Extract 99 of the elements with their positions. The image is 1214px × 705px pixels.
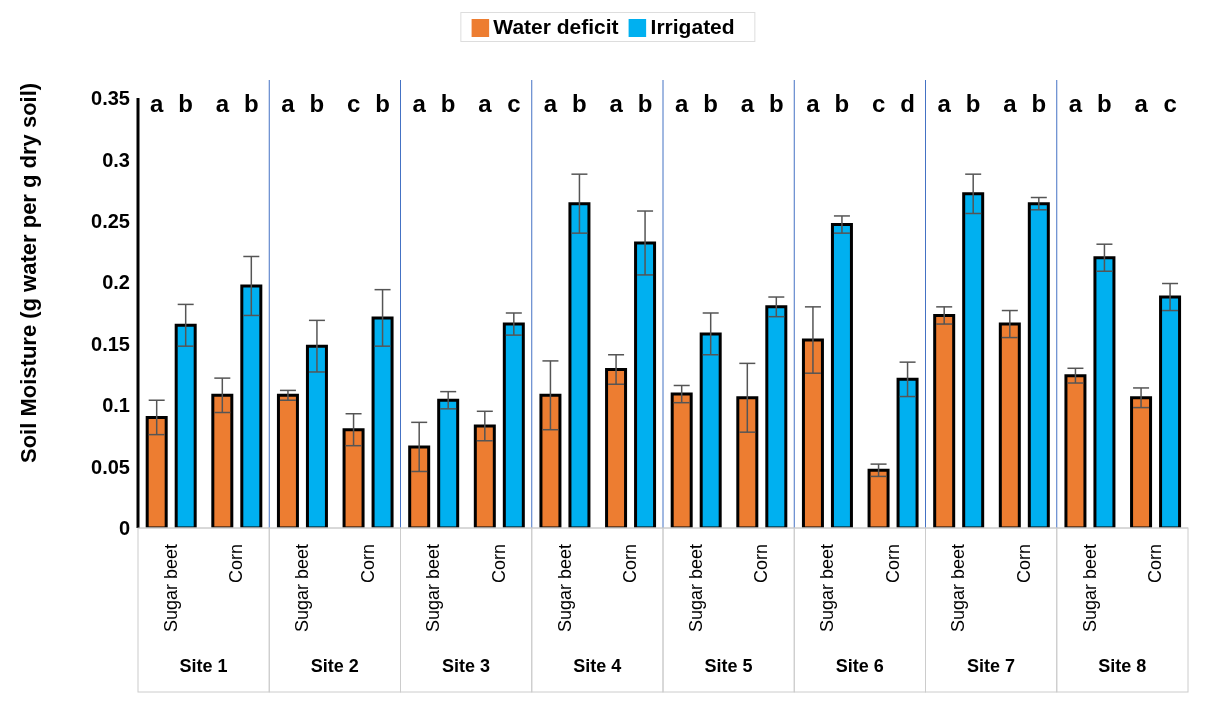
- annotation: b: [572, 90, 587, 117]
- bar: [145, 415, 168, 528]
- y-tick-label: 0.1: [102, 394, 130, 417]
- x-tick-label: Corn: [488, 544, 509, 584]
- bar: [1159, 295, 1182, 528]
- x-tick-label: Sugar beet: [1079, 544, 1100, 633]
- annotation: b: [243, 90, 259, 117]
- y-tick-label: 0.25: [91, 209, 130, 232]
- bar: [539, 393, 562, 528]
- x-tick-label: Sugar beet: [423, 544, 444, 633]
- annotation: a: [1134, 90, 1149, 117]
- x-tick-label: Corn: [620, 544, 641, 584]
- annotation: b: [375, 90, 390, 117]
- annotation: b: [768, 90, 784, 117]
- x-tick-label: Corn: [751, 544, 772, 584]
- bar: [502, 322, 525, 528]
- annotation: b: [1097, 90, 1112, 117]
- bar: [1093, 256, 1116, 528]
- annotation: a: [412, 90, 427, 117]
- annotation: b: [965, 90, 981, 117]
- annotation: b: [703, 90, 719, 117]
- x-tick-label: Sugar beet: [292, 544, 313, 633]
- annotation: a: [740, 90, 755, 117]
- bar: [896, 377, 919, 528]
- bar: [371, 316, 394, 528]
- annotation: c: [871, 90, 886, 117]
- bar: [240, 284, 263, 528]
- annotation: a: [478, 90, 493, 117]
- text: Site 4: [572, 656, 623, 677]
- legend-label: Water deficit: [493, 15, 619, 38]
- bar: [867, 468, 890, 528]
- annotation: d: [900, 90, 915, 117]
- x-tick-label: Corn: [882, 544, 903, 584]
- text: Site 8: [1097, 656, 1148, 677]
- bar: [736, 396, 759, 528]
- bar: [605, 368, 628, 528]
- annotation: a: [806, 90, 821, 117]
- annotation: b: [637, 90, 653, 117]
- bar: [765, 305, 788, 528]
- x-tick-label: Corn: [226, 544, 247, 584]
- bar: [699, 332, 722, 528]
- annotation: b: [1031, 90, 1047, 117]
- bar: [342, 428, 365, 528]
- bar: [801, 338, 824, 528]
- x-tick-label: Sugar beet: [160, 544, 181, 633]
- bar: [634, 241, 657, 528]
- annotation: a: [215, 90, 230, 117]
- x-tick-label: Sugar beet: [817, 544, 838, 633]
- y-tick-label: 0.15: [91, 332, 130, 355]
- annotation: c: [346, 90, 361, 117]
- y-tick-label: 0: [118, 517, 130, 540]
- bar: [408, 445, 431, 528]
- x-tick-label: Sugar beet: [554, 544, 575, 633]
- bar: [830, 223, 853, 528]
- annotation: a: [281, 90, 296, 117]
- bar: [998, 322, 1021, 528]
- annotation: a: [609, 90, 624, 117]
- annotation: b: [440, 90, 456, 117]
- text: Site 1: [178, 656, 229, 677]
- annotation: a: [150, 90, 165, 117]
- annotation: b: [834, 90, 850, 117]
- x-tick-label: Sugar beet: [948, 544, 969, 633]
- text: Site 3: [441, 656, 492, 677]
- bar: [473, 424, 496, 528]
- bar: [1130, 396, 1153, 528]
- text: Site 5: [703, 656, 754, 677]
- bar: [962, 192, 985, 528]
- text: Site 6: [834, 656, 885, 677]
- bar: [305, 344, 328, 528]
- x-tick-label: Sugar beet: [685, 544, 706, 633]
- annotation: a: [937, 90, 952, 117]
- annotation: b: [178, 90, 194, 117]
- annotation: b: [309, 90, 325, 117]
- bar: [211, 393, 234, 528]
- bar: [1027, 202, 1050, 528]
- annotation: a: [543, 90, 558, 117]
- y-tick-label: 0.2: [102, 271, 130, 294]
- bar: [568, 202, 591, 528]
- annotation: a: [1003, 90, 1018, 117]
- bar: [174, 323, 197, 528]
- bar: [933, 313, 956, 528]
- legend-label: Irrigated: [650, 15, 735, 38]
- x-tick-label: Corn: [1013, 544, 1034, 584]
- y-tick-label: 0.35: [91, 87, 130, 110]
- bar: [437, 398, 460, 528]
- annotation: a: [1068, 90, 1083, 117]
- bar: [276, 393, 299, 528]
- text: Site 7: [966, 656, 1017, 677]
- bar: [670, 392, 693, 528]
- bar: [1064, 374, 1087, 528]
- annotation: a: [675, 90, 690, 117]
- annotation: c: [507, 90, 521, 117]
- x-tick-label: Corn: [1145, 544, 1166, 584]
- y-tick-label: 0.05: [91, 455, 130, 478]
- y-axis-title: Soil Moisture (g water per g dry soil): [15, 82, 41, 463]
- y-tick-label: 0.3: [102, 148, 130, 171]
- x-tick-label: Corn: [357, 544, 378, 584]
- text: Site 2: [309, 656, 360, 677]
- annotation: c: [1163, 90, 1177, 117]
